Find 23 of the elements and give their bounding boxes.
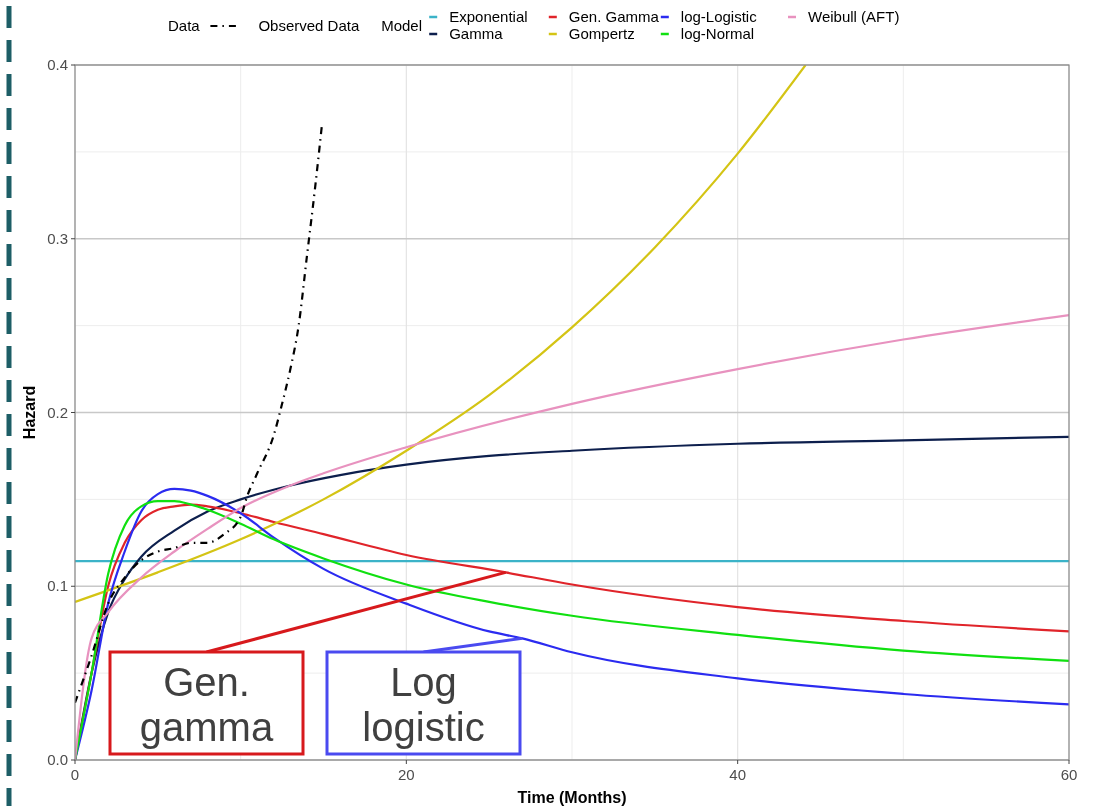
legend-label: Exponential [449,8,528,25]
y-tick-label: 0.2 [47,403,68,421]
y-tick-label: 0.0 [47,751,68,768]
annotation: Gen. gamma [139,660,274,749]
x-tick-label: 0 [70,766,80,783]
legend-label: Gen. Gamma [568,8,660,25]
legend-label: log-Normal [680,25,755,42]
y-tick-label: 0.1 [47,577,68,595]
legend-title: Model [381,17,423,34]
annotation: Log logistic [362,660,485,749]
x-tick-label: 40 [729,766,747,783]
legend-label: Gamma [449,25,504,42]
y-tick-label: 0.4 [47,56,68,73]
legend-label: Weibull (AFT) [808,8,900,25]
x-tick-label: 20 [397,766,415,783]
x-axis-title: Time (Months) [517,789,627,806]
x-tick-label: 60 [1060,766,1078,783]
legend-label: Observed Data [258,17,360,34]
y-tick-label: 0.3 [47,229,68,247]
y-axis-title: Hazard [21,385,38,440]
legend-label: log-Logistic [680,8,758,25]
legend-label: Gompertz [568,25,635,42]
text: Data [168,17,201,34]
